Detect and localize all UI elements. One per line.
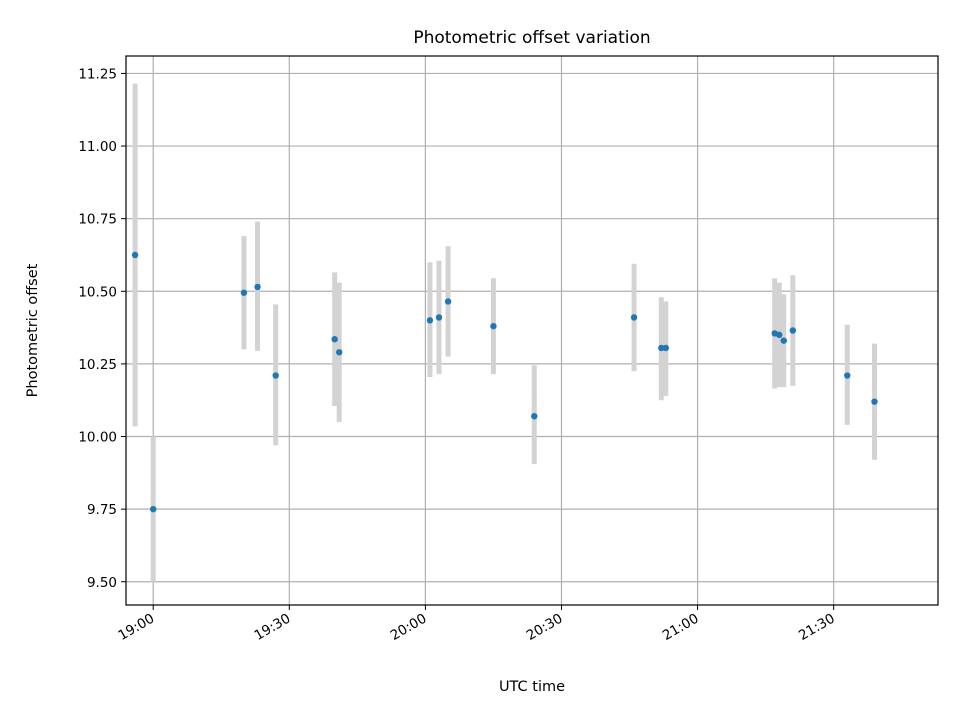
data-point (776, 331, 783, 339)
data-point (662, 344, 670, 352)
data-point (150, 505, 157, 513)
data-point (272, 372, 279, 379)
y-tick-label: 10.00 (78, 430, 117, 446)
y-tick-label: 10.50 (78, 284, 117, 300)
x-tick-label: 20:30 (524, 611, 566, 644)
x-tick-label: 20:00 (388, 611, 430, 644)
data-point (789, 327, 797, 334)
data-point (240, 289, 248, 296)
y-axis-title: Photometric offset (25, 263, 41, 397)
data-point (331, 336, 338, 343)
data-point (444, 298, 452, 305)
data-point (426, 317, 434, 324)
y-tick-label: 11.00 (78, 139, 117, 155)
data-point (844, 372, 851, 379)
data-point (780, 337, 787, 344)
chart-title: Photometric offset variation (413, 28, 650, 48)
x-tick-label: 19:00 (116, 611, 158, 644)
data-point (254, 283, 261, 291)
data-point (131, 251, 139, 259)
data-point (490, 322, 497, 330)
data-point (336, 349, 343, 356)
point-layer (131, 251, 878, 513)
y-tick-label: 10.75 (78, 212, 117, 228)
data-point (435, 314, 443, 321)
y-tick-label: 10.25 (78, 357, 117, 373)
data-point (658, 344, 665, 352)
grid-layer (126, 56, 938, 605)
data-point (871, 398, 878, 405)
x-tick-label: 21:30 (796, 611, 838, 644)
errorbar-layer (132, 83, 877, 582)
x-tick-label: 21:00 (660, 611, 702, 644)
plot-frame (125, 55, 939, 606)
y-tick-label: 9.50 (87, 575, 117, 591)
y-tick-label: 11.25 (78, 66, 117, 82)
x-axis-title: UTC time (499, 679, 565, 695)
data-point (531, 412, 538, 420)
data-point (630, 314, 638, 321)
y-tick-label: 9.75 (87, 502, 117, 518)
x-tick-label: 19:30 (252, 611, 294, 644)
tick-layer: 9.50 9.75 10.00 10.25 10.50 10.75 11.00 11.25 19… (78, 66, 837, 643)
